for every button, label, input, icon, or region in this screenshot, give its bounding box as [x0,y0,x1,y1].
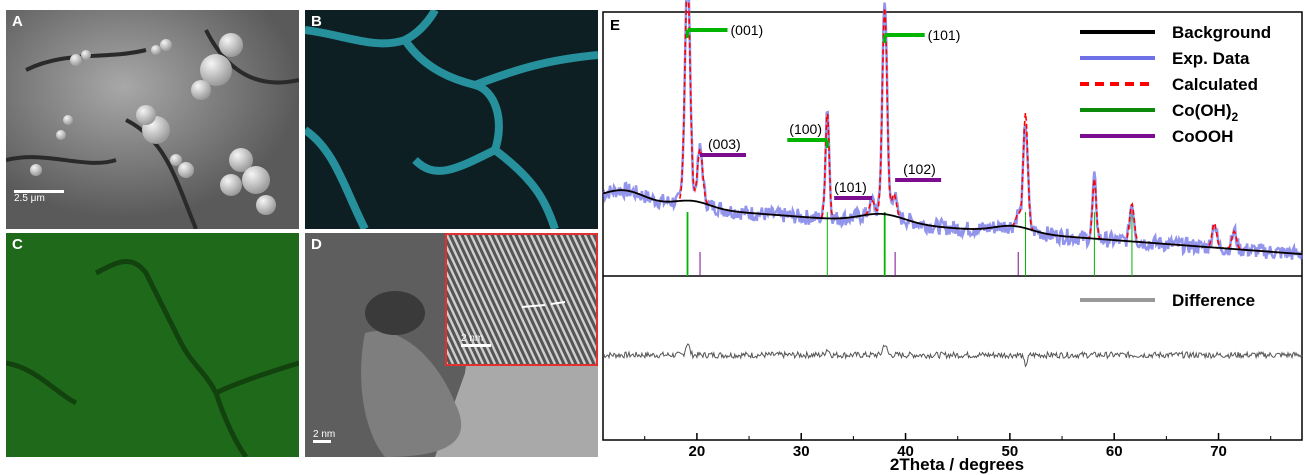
x-tick-label-20: 20 [689,443,706,460]
eds-map-c [6,258,299,457]
panel-label-c: C [12,236,23,253]
legend-label: Background [1172,23,1271,42]
x-axis-ticks: 20 30 40 50 60 70 [644,433,1272,460]
x-tick-label-40: 40 [897,443,914,460]
series-difference [602,343,1303,368]
scale-bar-d-line [313,440,331,443]
panel-label-d: D [311,236,322,253]
hkl-label: (101) [928,27,961,43]
legend-label: Co(OH)2 [1172,101,1238,124]
series-exp-data [601,0,1304,260]
series-group [601,0,1304,368]
x-tick-label-60: 60 [1106,443,1123,460]
xrd-chart: E 20 30 40 50 60 70 (001) (003) (100) (101) (101)… [601,0,1304,474]
plot-frame [602,11,1303,441]
legend-label-difference: Difference [1172,291,1255,310]
sem-image-panel: A 2.5 μm [6,10,299,229]
x-tick-label-30: 30 [793,443,810,460]
panel-label-e: E [610,17,620,34]
hkl-label: (003) [708,136,741,152]
eds-map-panel-b: B [305,10,598,229]
eds-map-panel-c: C [6,233,299,457]
legend-label: Calculated [1172,75,1258,94]
phase-reflection-ticks [686,212,1133,276]
hkl-label: (100) [789,121,822,137]
hkl-label: (102) [903,161,936,177]
scale-bar-d-label: 2 nm [313,429,336,440]
xrd-chart-panel: E 20 30 40 50 60 70 (001) (003) (100) (101) (101)… [600,0,1305,475]
scale-bar-line [14,190,64,193]
inset-scale-label: 2 nm [461,333,484,344]
legend-label: CoOOH [1172,127,1233,146]
hkl-annotations: (001) (003) (100) (101) (101) (102) [686,22,961,200]
x-tick-label-70: 70 [1210,443,1227,460]
eds-map-b [305,10,598,229]
scale-bar-label: 2.5 μm [14,193,45,204]
series-background [602,189,1303,255]
scale-bar-a: 2.5 μm [14,190,64,204]
panel-label-a: A [12,13,23,30]
lattice-fringes [447,235,596,364]
scale-bar-d: 2 nm [313,429,335,443]
tem-image-panel: D 2 nm 2 nm [305,233,598,457]
tem-inset: 2 nm [445,233,598,366]
panel-label-b: B [311,13,322,30]
x-tick-label-50: 50 [1002,443,1019,460]
hkl-label: (101) [834,179,867,195]
inset-scale-line [461,344,491,347]
legend: Background Exp. Data Calculated Co(OH)2 CoOO… [1080,23,1271,310]
hkl-label: (001) [731,22,764,38]
x-axis-label: 2Theta / degrees [890,455,1024,474]
legend-label: Exp. Data [1172,49,1250,68]
inset-scale-bar: 2 nm [461,333,491,347]
